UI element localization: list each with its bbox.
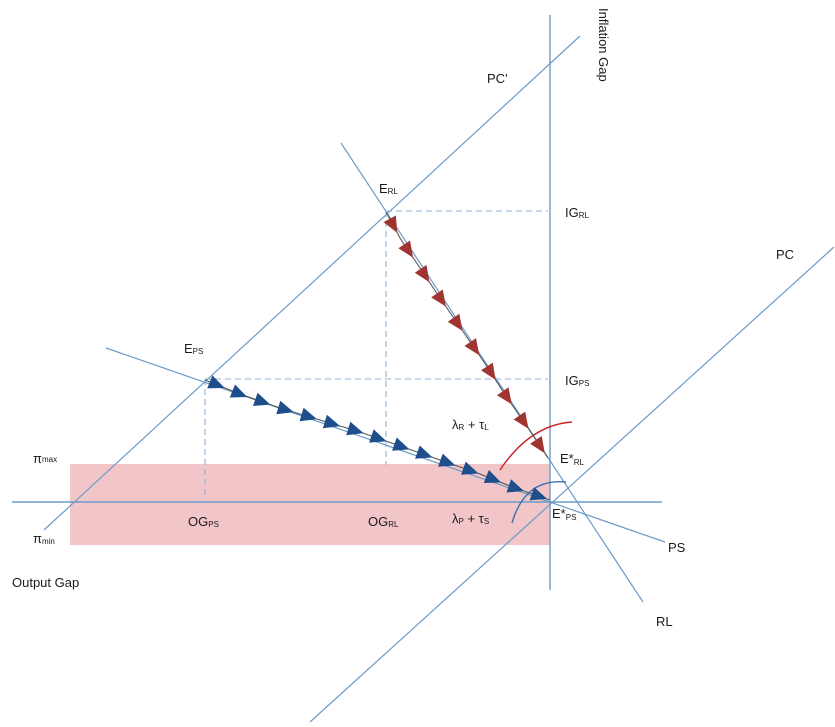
pi-min-label: πmin bbox=[33, 531, 55, 546]
pc-prime-label: PC’ bbox=[487, 71, 508, 86]
target-inflation-band bbox=[70, 464, 550, 545]
dashed-guides bbox=[204, 210, 548, 500]
og-ps-label: OGPS bbox=[188, 514, 219, 529]
ps-arrow-marker bbox=[506, 479, 524, 493]
og-rl-label: OGRL bbox=[368, 514, 399, 529]
ps-arrow-marker bbox=[229, 384, 248, 398]
pc-curve bbox=[309, 246, 835, 723]
ps-speed-label: λP + τS bbox=[452, 511, 489, 526]
ps-arrow-marker bbox=[346, 421, 364, 436]
pc-prime-curve bbox=[43, 35, 581, 531]
pc-label: PC bbox=[776, 247, 794, 262]
ps-arrow-marker bbox=[252, 392, 271, 406]
ps-arrow-marker bbox=[392, 437, 410, 451]
ig-ps-label: IGPS bbox=[565, 373, 589, 388]
rl-arrow-marker bbox=[464, 338, 480, 356]
ps-arrow-marker bbox=[276, 400, 294, 415]
ps-speed-arc bbox=[511, 480, 567, 524]
rl-arrow-marker bbox=[481, 362, 496, 380]
ps-arrow-marker bbox=[207, 375, 225, 389]
ps-label: PS bbox=[668, 540, 686, 555]
ps-arrow-marker bbox=[483, 470, 502, 483]
ps-arrow-marker bbox=[299, 407, 317, 422]
rl-adjustment-path bbox=[383, 211, 549, 459]
e-star-ps-label: E*PS bbox=[552, 506, 576, 522]
rl-speed-label: λR + τL bbox=[452, 417, 489, 432]
rl-arrow-marker bbox=[383, 215, 398, 233]
inflation-gap-label: Inflation Gap bbox=[596, 8, 611, 82]
ps-arrow-marker bbox=[415, 445, 433, 459]
ps-arrow-marker bbox=[322, 414, 341, 429]
e-rl-label: ERL bbox=[379, 181, 398, 196]
ps-adjustment-path bbox=[204, 375, 551, 501]
rl-arrow-marker bbox=[513, 411, 529, 429]
ps-arrow-marker bbox=[529, 487, 548, 501]
rl-arrow-marker bbox=[496, 387, 512, 405]
rl-arrow-marker bbox=[431, 289, 446, 307]
rl-label: RL bbox=[656, 614, 673, 629]
ps-arrow-marker bbox=[369, 429, 387, 443]
pi-max-label: πmax bbox=[33, 451, 57, 466]
rl-arrow-marker bbox=[530, 435, 545, 454]
ig-rl-label: IGRL bbox=[565, 205, 590, 220]
ps-arrow-marker bbox=[461, 461, 479, 475]
rl-arrow-marker bbox=[414, 264, 430, 283]
rl-arrow-marker bbox=[447, 313, 463, 331]
output-gap-label: Output Gap bbox=[12, 575, 79, 590]
e-star-rl-label: E*RL bbox=[560, 451, 585, 467]
rl-arrow-marker bbox=[398, 240, 414, 258]
e-ps-label: EPS bbox=[184, 341, 203, 356]
ps-arrow-marker bbox=[438, 453, 456, 467]
